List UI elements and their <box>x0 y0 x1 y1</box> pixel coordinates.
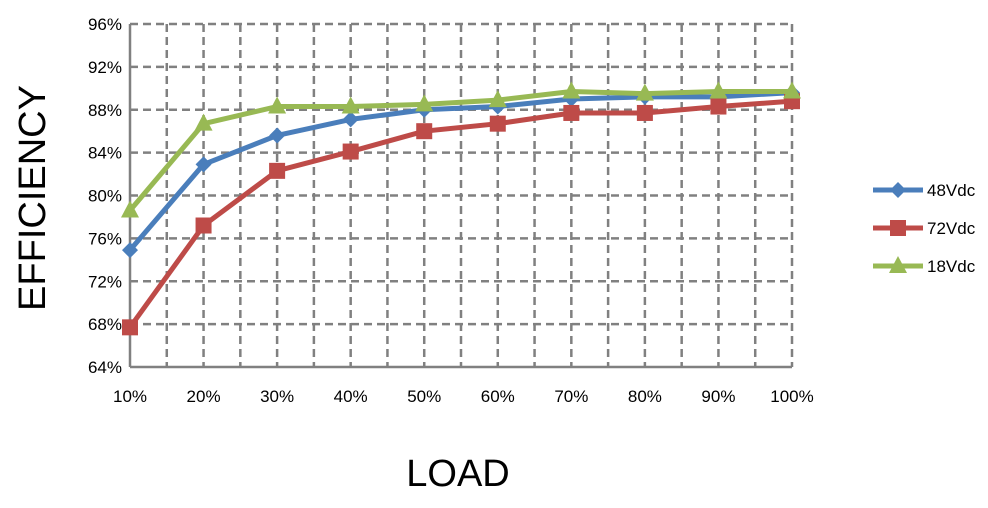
data-point-72Vdc <box>563 104 580 121</box>
x-tick-label: 90% <box>701 387 735 406</box>
data-point-72Vdc <box>269 162 286 179</box>
x-tick-label: 20% <box>187 387 221 406</box>
data-point-72Vdc <box>122 319 138 336</box>
legend-marker-72Vdc <box>890 220 906 236</box>
data-point-18Vdc <box>415 94 434 112</box>
y-tick-label: 76% <box>88 229 122 248</box>
x-tick-label: 40% <box>334 387 368 406</box>
x-tick-label: 50% <box>407 387 441 406</box>
x-tick-label: 30% <box>260 387 294 406</box>
x-tick-label: 10% <box>113 387 147 406</box>
data-point-18Vdc <box>488 90 507 108</box>
x-tick-label: 60% <box>481 387 515 406</box>
y-tick-label: 88% <box>88 101 122 120</box>
x-axis-title: LOAD <box>406 453 509 495</box>
data-point-48Vdc <box>122 242 138 259</box>
legend-marker-48Vdc <box>890 182 906 198</box>
x-tick-label: 80% <box>628 387 662 406</box>
y-tick-label: 68% <box>88 315 122 334</box>
data-point-18Vdc <box>341 96 360 114</box>
data-point-18Vdc <box>635 83 654 101</box>
x-tick-label: 100% <box>770 387 813 406</box>
data-point-48Vdc <box>342 111 359 128</box>
legend-label: 18Vdc <box>927 257 976 276</box>
legend-label: 48Vdc <box>927 181 976 200</box>
data-point-72Vdc <box>710 98 727 115</box>
grid <box>128 22 794 369</box>
series-line-48Vdc <box>128 90 793 252</box>
y-tick-label: 72% <box>88 272 122 291</box>
legend-marker-18Vdc <box>889 256 907 273</box>
data-point-18Vdc <box>121 200 139 218</box>
data-point-72Vdc <box>636 104 653 121</box>
y-tick-label: 64% <box>88 358 122 377</box>
y-tick-label: 96% <box>88 15 122 34</box>
data-point-72Vdc <box>342 143 359 160</box>
data-point-18Vdc <box>194 113 213 131</box>
x-tick-labels: 10% 20% 30% 40% 50% 60% 70% 80% 90% 100% <box>113 387 814 406</box>
series-line-72Vdc <box>127 98 793 329</box>
data-point-18Vdc <box>562 81 581 99</box>
data-point-48Vdc <box>269 127 286 144</box>
legend: 48Vdc 72Vdc 18Vdc <box>873 181 976 276</box>
y-tick-label: 92% <box>88 58 122 77</box>
data-point-18Vdc <box>268 96 287 114</box>
x-tick-label: 70% <box>554 387 588 406</box>
data-point-72Vdc <box>195 217 212 234</box>
y-tick-label: 80% <box>88 187 122 206</box>
y-axis-title: EFFICIENCY <box>12 85 54 311</box>
y-tick-label: 84% <box>88 144 122 163</box>
data-point-18Vdc <box>783 81 801 99</box>
legend-label: 72Vdc <box>927 219 976 238</box>
data-point-72Vdc <box>489 115 506 132</box>
data-point-72Vdc <box>416 123 433 140</box>
series-lines <box>121 81 801 336</box>
data-point-48Vdc <box>195 156 212 173</box>
y-tick-labels: 64% 68% 72% 76% 80% 84% 88% 92% 96% <box>88 15 122 377</box>
data-point-18Vdc <box>709 81 728 99</box>
series-line-18Vdc <box>128 89 792 213</box>
